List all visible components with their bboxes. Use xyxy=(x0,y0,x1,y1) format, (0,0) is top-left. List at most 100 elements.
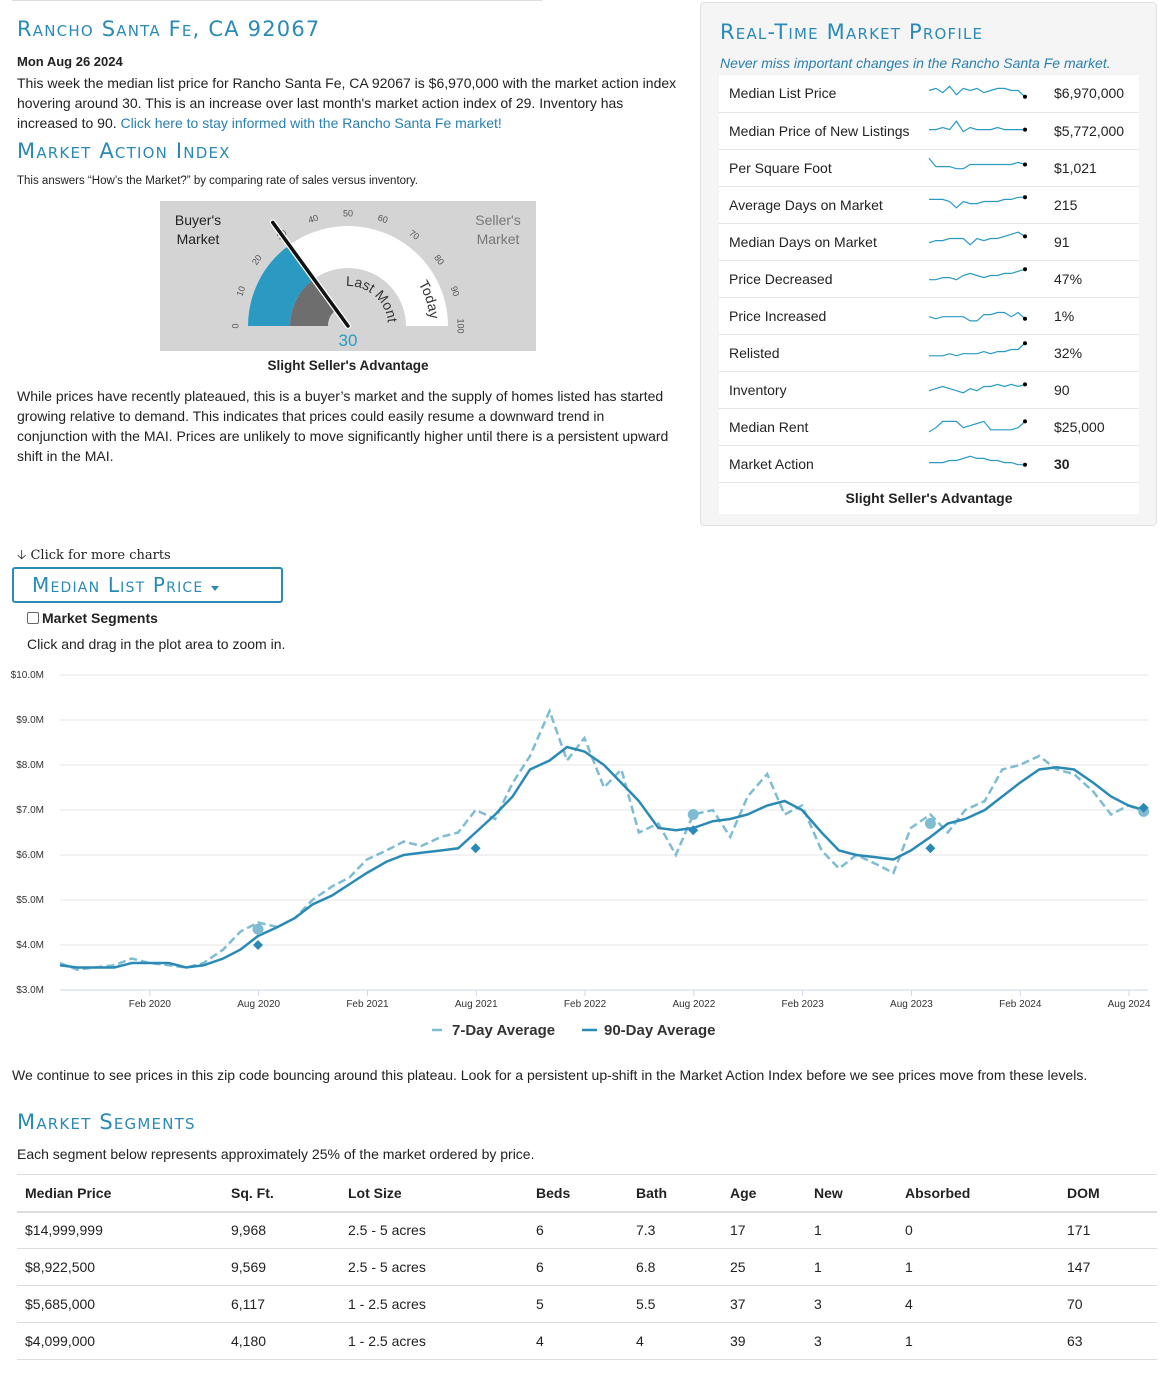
more-charts-hint[interactable]: 🡣 Click for more charts xyxy=(17,546,171,568)
mai-gauge-svg: 0102030405060708090100Last MonthTodayBuy… xyxy=(156,188,536,351)
summary-text: This week the median list price for Ranc… xyxy=(17,75,677,131)
table-cell: $8,922,500 xyxy=(17,1248,223,1286)
ninety-day-marker[interactable] xyxy=(925,843,936,854)
segments-column-header[interactable]: Median Price xyxy=(17,1174,223,1213)
y-tick-label: $7.0M xyxy=(16,805,44,816)
legend-7-day-label[interactable]: 7-Day Average xyxy=(452,1022,555,1039)
profile-row-value: 30 xyxy=(1047,445,1139,483)
legend-90-day-label[interactable]: 90-Day Average xyxy=(604,1022,715,1039)
sparkline-end-dot xyxy=(1023,162,1027,167)
gauge-tick-label: 50 xyxy=(343,208,353,218)
profile-row[interactable]: Price Increased 1% xyxy=(719,297,1139,335)
market-segments-checkbox[interactable] xyxy=(27,612,39,624)
y-tick-label: $4.0M xyxy=(16,940,44,951)
table-cell: 9,968 xyxy=(223,1211,340,1249)
table-row: $8,922,500 9,569 2.5 - 5 acres 6 6.8 25 1 1 147 xyxy=(17,1248,1157,1286)
table-cell: 147 xyxy=(1059,1248,1157,1286)
buyers-market-label-line1: Buyer's xyxy=(175,212,221,228)
sparkline-svg xyxy=(928,231,1027,246)
ninety-day-marker[interactable] xyxy=(253,940,264,950)
segments-column-header[interactable]: Absorbed xyxy=(897,1174,1059,1213)
sparkline-end-dot xyxy=(1023,462,1027,467)
sparkline-end-dot xyxy=(1023,127,1027,132)
ninety-day-marker[interactable] xyxy=(688,825,699,836)
table-cell: 1 xyxy=(897,1322,1059,1360)
profile-row[interactable]: Median List Price $6,970,000 xyxy=(719,75,1139,113)
profile-row[interactable]: Median Price of New Listings $5,772,000 xyxy=(719,112,1139,150)
profile-sparkline xyxy=(924,149,1047,187)
table-cell: 37 xyxy=(722,1285,806,1323)
segments-column-header[interactable]: Bath xyxy=(628,1174,722,1213)
ninety-day-marker[interactable] xyxy=(1138,802,1149,813)
y-tick-label: $3.0M xyxy=(16,985,44,996)
profile-row[interactable]: Price Decreased 47% xyxy=(719,260,1139,298)
chart-selector-label: Median List Price xyxy=(32,573,204,597)
profile-row[interactable]: Median Days on Market 91 xyxy=(719,223,1139,261)
mai-heading: Market Action Index xyxy=(17,139,231,163)
table-row: $5,685,000 6,117 1 - 2.5 acres 5 5.5 37 3 4 70 xyxy=(17,1285,1157,1323)
segments-column-header[interactable]: New xyxy=(806,1174,897,1213)
profile-row-label: Median List Price xyxy=(719,75,924,113)
profile-row[interactable]: Average Days on Market 215 xyxy=(719,186,1139,224)
sparkline-line xyxy=(929,455,1025,466)
sparkline-svg xyxy=(928,85,1027,99)
profile-sparkline xyxy=(924,371,1047,409)
sparkline-svg xyxy=(929,267,1027,281)
gauge-tick-label: 60 xyxy=(376,213,389,226)
profile-row[interactable]: Relisted 32% xyxy=(719,334,1139,372)
stay-informed-link[interactable]: Click here to stay informed with the Ran… xyxy=(120,115,502,131)
series-7-day-average[interactable] xyxy=(59,707,1145,972)
table-cell: 4 xyxy=(628,1322,722,1360)
seven-day-marker[interactable] xyxy=(252,923,264,935)
sparkline-line xyxy=(928,311,1026,322)
segments-column-header[interactable]: Beds xyxy=(528,1174,628,1213)
seven-day-marker[interactable] xyxy=(687,809,699,820)
segments-column-header[interactable]: Age xyxy=(722,1174,806,1213)
median-list-price-chart-svg[interactable]: $3.0M $4.0M $5.0M $6.0M $7.0M $8.0M $9.0M $10.0… xyxy=(0,662,1170,1057)
segments-column-header[interactable]: DOM xyxy=(1059,1174,1157,1213)
seven-day-marker[interactable] xyxy=(924,818,936,829)
x-tick-label: Feb 2020 xyxy=(129,999,172,1010)
profile-row[interactable]: Market Action 30 xyxy=(719,445,1139,483)
profile-row[interactable]: Median Rent $25,000 xyxy=(719,408,1139,446)
ninety-day-marker[interactable] xyxy=(470,843,481,854)
sparkline-line xyxy=(928,157,1026,170)
series-90-day-average[interactable] xyxy=(59,745,1145,969)
segments-column-header[interactable]: Sq. Ft. xyxy=(223,1174,340,1213)
mai-caption: Slight Seller's Advantage xyxy=(267,358,429,373)
sparkline-end-dot xyxy=(1023,234,1027,239)
sparkline-svg xyxy=(928,157,1027,170)
segments-column-header[interactable]: Lot Size xyxy=(340,1174,528,1213)
sparkline-svg xyxy=(929,195,1027,209)
table-cell: 1 xyxy=(897,1248,1059,1286)
x-tick-label: Feb 2023 xyxy=(782,999,825,1010)
market-segments-toggle[interactable]: Market Segments xyxy=(27,610,158,626)
mai-subtitle: This answers “How’s the Market?” by comp… xyxy=(17,175,418,187)
gauge-tick-label: 100 xyxy=(456,318,466,333)
profile-sparkline xyxy=(924,334,1047,372)
gauge-tick-label: 0 xyxy=(230,323,240,328)
profile-row[interactable]: Inventory 90 xyxy=(719,371,1139,409)
table-cell: 17 xyxy=(722,1211,806,1249)
sparkline-line xyxy=(928,231,1026,246)
median-list-price-chart[interactable]: $3.0M $4.0M $5.0M $6.0M $7.0M $8.0M $9.0M $10.0… xyxy=(0,662,1170,1057)
segments-heading: Market Segments xyxy=(17,1110,196,1134)
table-row: $4,099,000 4,180 1 - 2.5 acres 4 4 39 3 1 63 xyxy=(17,1322,1157,1360)
profile-sparkline xyxy=(924,297,1047,335)
profile-tagline: Never miss important changes in the Ranc… xyxy=(720,55,1111,71)
gauge-value: 30 xyxy=(339,331,358,350)
table-cell: 1 - 2.5 acres xyxy=(340,1285,528,1323)
sparkline-line xyxy=(929,342,1026,357)
buyers-market-label-line2: Market xyxy=(177,231,220,247)
profile-row-value: 90 xyxy=(1047,371,1139,409)
profile-row[interactable]: Per Square Foot $1,021 xyxy=(719,149,1139,187)
profile-row-value: 47% xyxy=(1047,260,1139,298)
table-cell: 2.5 - 5 acres xyxy=(340,1211,528,1249)
sparkline-svg xyxy=(929,455,1027,467)
profile-row-label: Per Square Foot xyxy=(719,149,924,187)
x-tick-label: Feb 2022 xyxy=(564,999,607,1010)
table-cell: 3 xyxy=(806,1322,897,1360)
market-segments-checkbox-label: Market Segments xyxy=(42,610,158,626)
chart-selector-dropdown[interactable]: Median List Price xyxy=(12,567,283,603)
market-profile-panel: Real-Time Market Profile Never miss impo… xyxy=(700,2,1157,526)
